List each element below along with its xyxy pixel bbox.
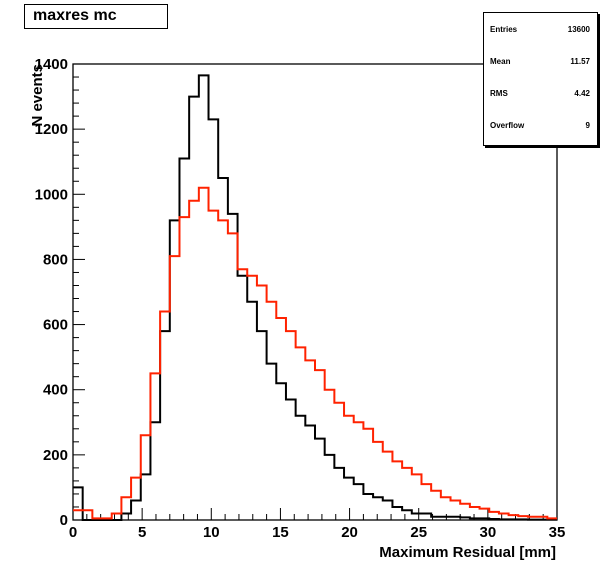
stats-value: 13600: [567, 25, 590, 34]
x-tick-label: 35: [549, 524, 566, 541]
y-tick-label: 0: [60, 512, 68, 529]
x-tick-label: 10: [203, 524, 220, 541]
y-axis-label: N events: [29, 64, 46, 127]
y-tick-label: 800: [43, 251, 68, 268]
x-tick-label: 25: [410, 524, 427, 541]
x-tick-label: 20: [341, 524, 358, 541]
y-tick-label: 1200: [35, 121, 68, 138]
x-tick-label: 30: [480, 524, 497, 541]
x-tick-label: 15: [272, 524, 289, 541]
stats-label: Mean: [490, 57, 511, 66]
plot-frame: [72, 63, 558, 521]
stats-label: Overflow: [490, 121, 525, 130]
axis-labels: 0 5 10 15 20 25 30 35 0 200 400 600 800 1000 1200 1400: [35, 56, 566, 541]
chart-title: maxres mc: [24, 4, 168, 29]
stats-row-overflow: Overflow 9: [484, 109, 597, 141]
stats-row-mean: Mean 11.57: [484, 45, 597, 77]
stats-row-rms: RMS 4.42: [484, 77, 597, 109]
stats-label: Entries: [490, 25, 518, 34]
x-axis-label: Maximum Residual [mm]: [379, 544, 556, 561]
stats-value: 11.57: [570, 57, 590, 66]
histogram-series-layer: [73, 74, 557, 521]
y-tick-label: 200: [43, 447, 68, 464]
stats-label: RMS: [490, 89, 508, 98]
stats-row-entries: Entries 13600: [484, 13, 597, 45]
stats-value: 9: [585, 121, 590, 130]
x-tick-label: 0: [69, 524, 77, 541]
x-tick-label: 5: [138, 524, 146, 541]
histogram-series-2: [73, 186, 557, 520]
y-tick-label: 1400: [35, 56, 68, 73]
y-tick-label: 1000: [35, 186, 68, 203]
y-tick-label: 600: [43, 317, 68, 334]
axis-ticks: [72, 63, 558, 521]
stats-value: 4.42: [574, 89, 590, 98]
stats-box: Entries 13600 Mean 11.57 RMS 4.42 Overfl…: [483, 12, 598, 146]
y-tick-label: 400: [43, 382, 68, 399]
